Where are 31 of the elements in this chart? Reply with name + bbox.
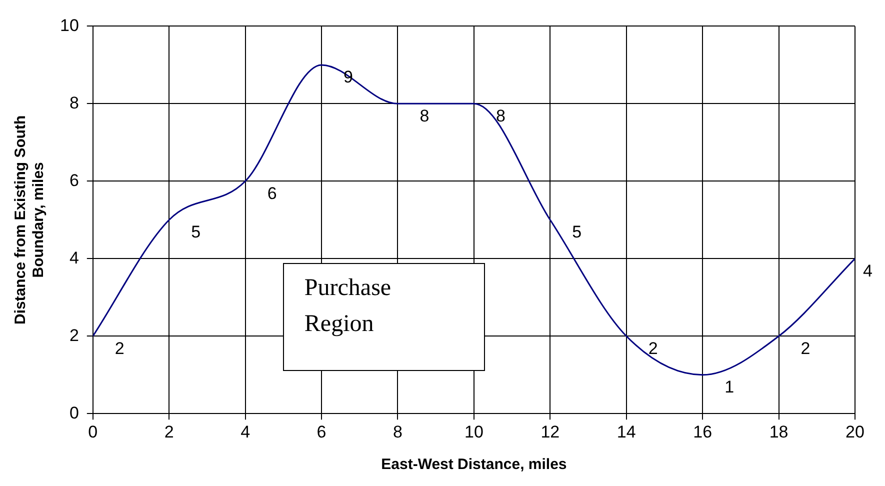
x-tick-label: 10 — [464, 422, 484, 442]
y-tick-label: 0 — [69, 403, 79, 422]
data-label: 8 — [496, 106, 506, 126]
x-tick-label: 12 — [540, 422, 560, 442]
y-tick-label: 6 — [69, 170, 79, 190]
x-tick-label: 14 — [616, 422, 636, 442]
y-tick-label: 8 — [69, 93, 79, 112]
data-label: 2 — [114, 338, 124, 358]
data-label: 5 — [191, 222, 201, 242]
data-label: 5 — [572, 222, 582, 242]
y-tick-label: 10 — [60, 16, 79, 35]
data-label: 2 — [800, 338, 810, 358]
annotation: Purchase Region — [304, 274, 392, 336]
y-tick-label: 2 — [69, 326, 79, 345]
x-tick-label: 16 — [693, 422, 712, 442]
text-box: Purchase Region — [283, 262, 486, 371]
x-tick-label: 20 — [846, 422, 864, 442]
data-label: 6 — [267, 184, 277, 203]
x-tick-label: 2 — [164, 422, 174, 442]
y-axis-title: Distance from Existing South Boundary, miles — [12, 115, 48, 324]
x-axis-title: East-West Distance, miles — [381, 456, 567, 474]
x-tick-label: 6 — [316, 422, 326, 442]
x-tick-label: 8 — [393, 422, 402, 442]
x-tick-label: 18 — [769, 422, 788, 442]
x-tick-label: 4 — [240, 422, 250, 442]
data-label: 1 — [724, 378, 734, 397]
y-tick-label: 4 — [69, 248, 79, 268]
data-label: 8 — [420, 106, 430, 126]
x-tick-label: 0 — [88, 422, 98, 442]
data-label: 2 — [648, 338, 658, 358]
data-label: 4 — [863, 261, 872, 280]
